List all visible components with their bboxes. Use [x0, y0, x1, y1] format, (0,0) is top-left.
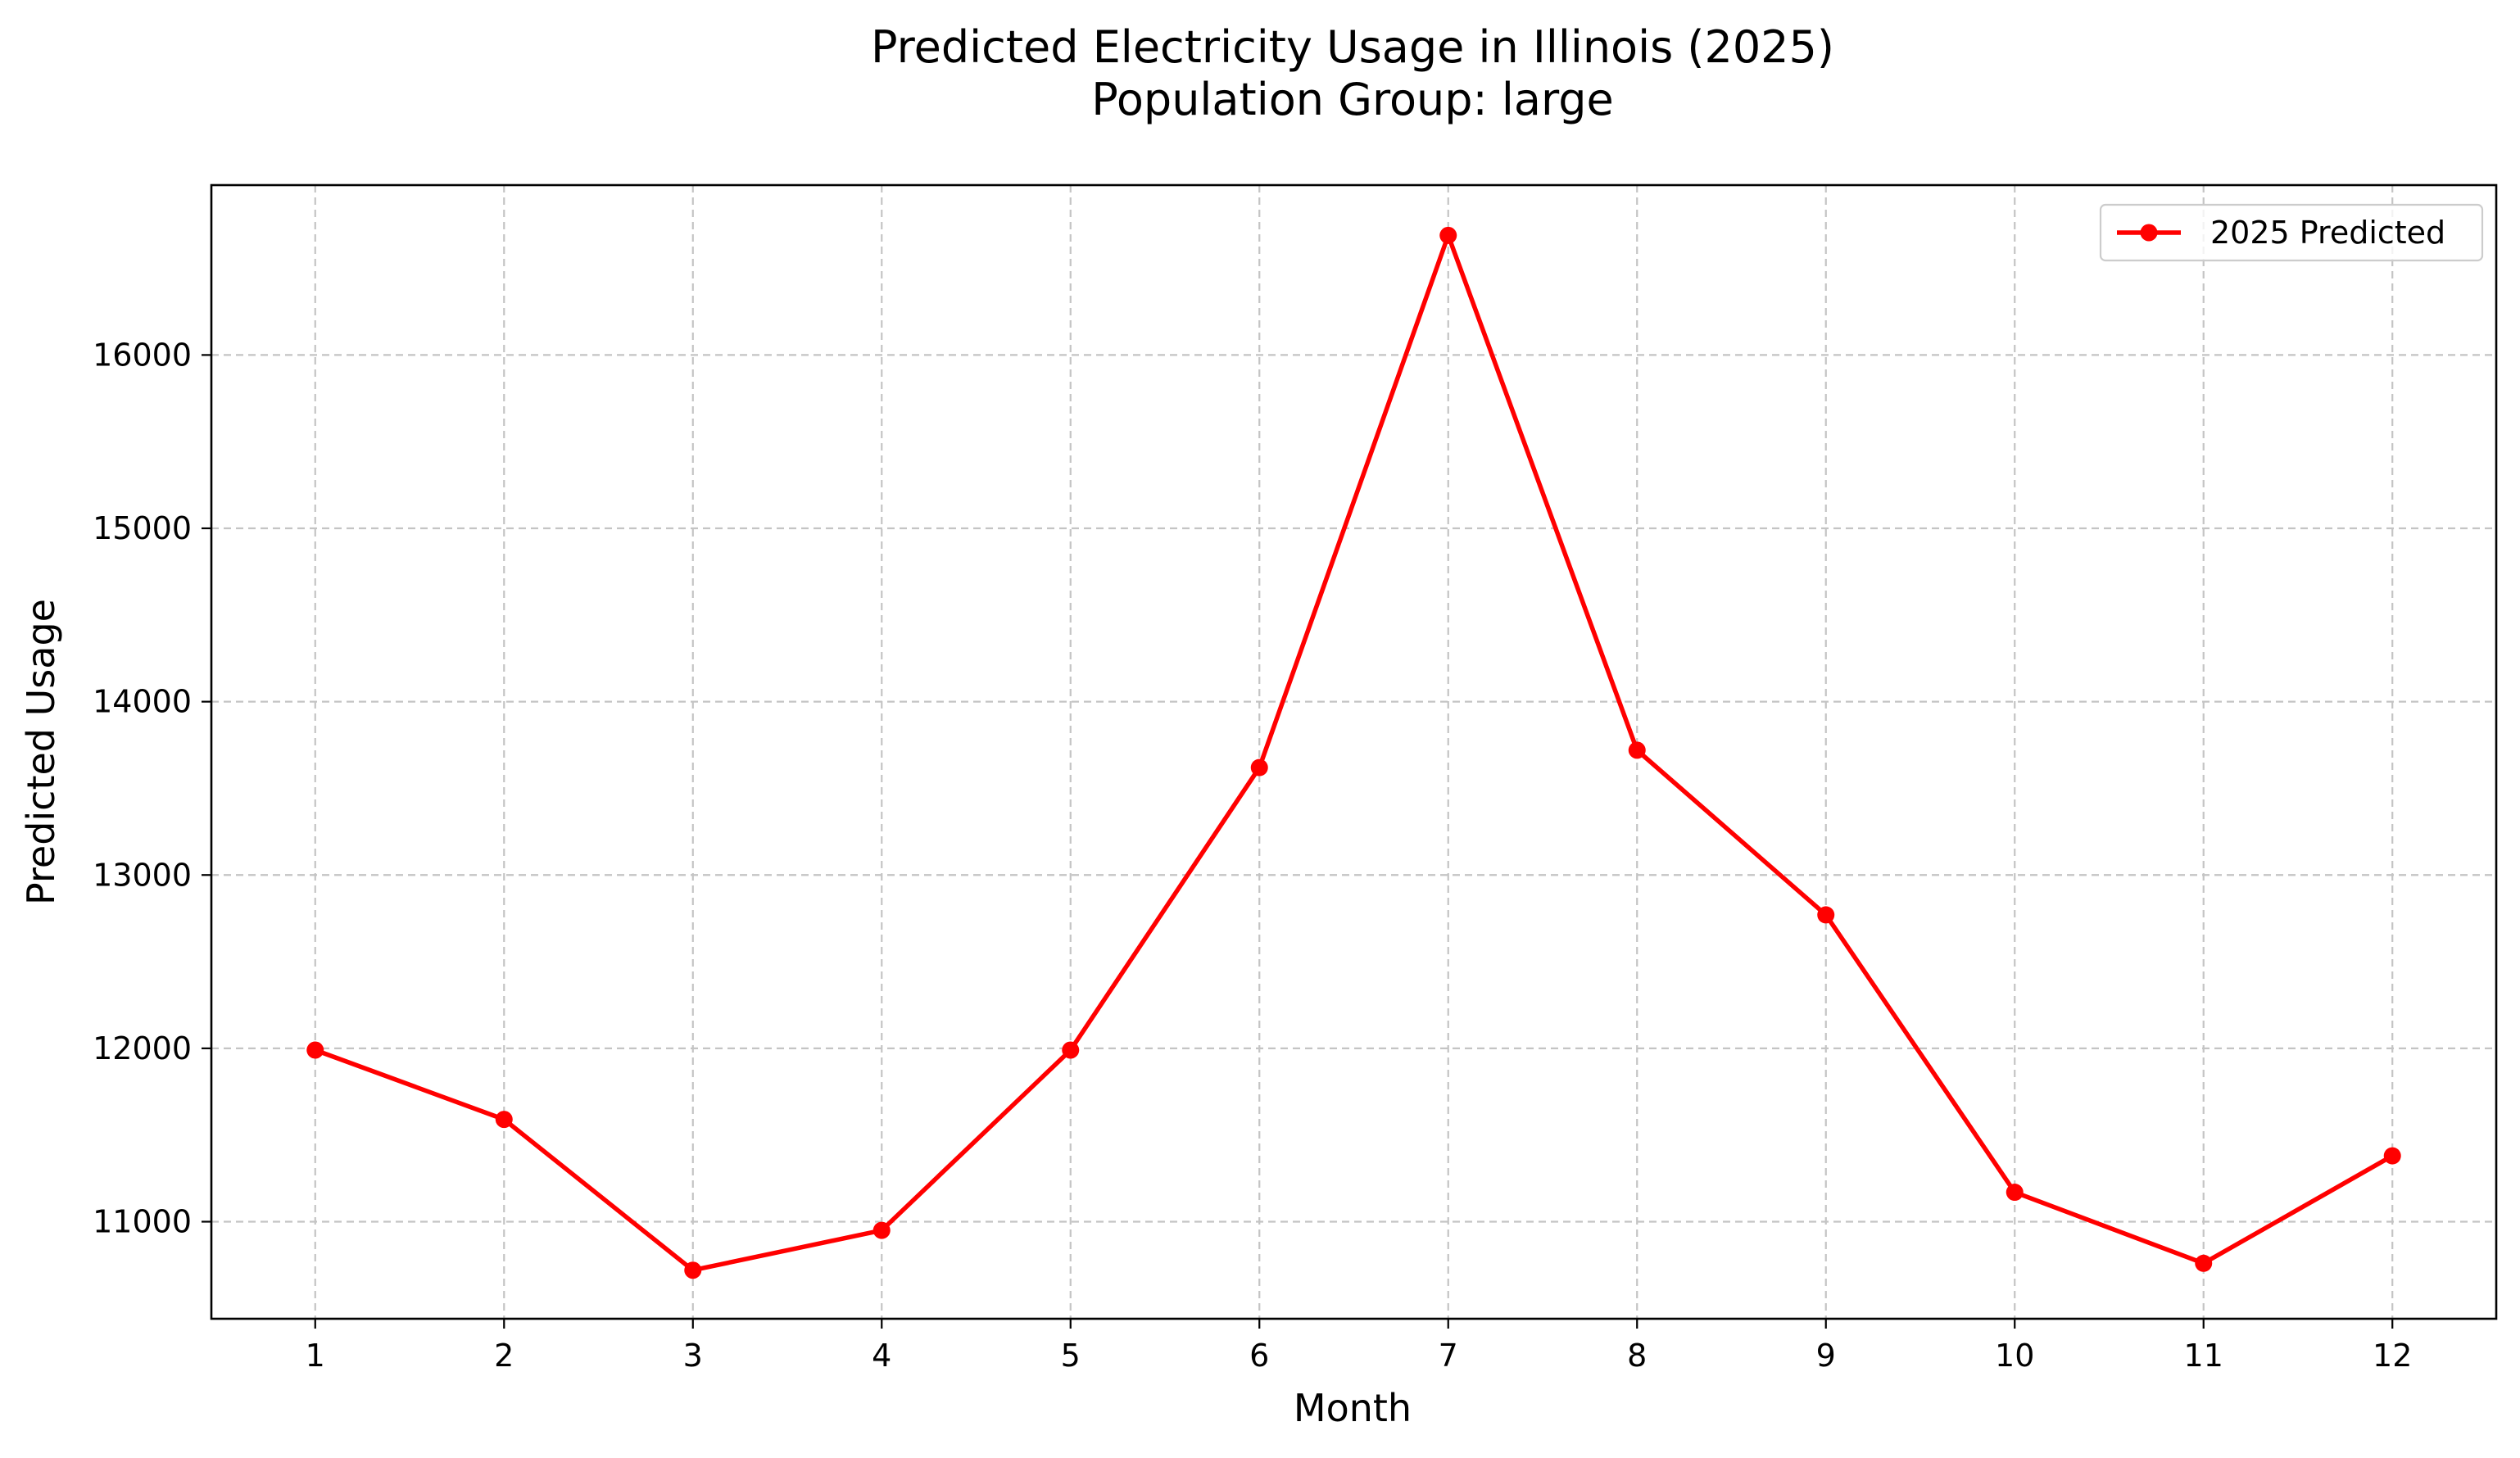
x-tick-label: 1: [306, 1338, 325, 1374]
data-point: [1628, 741, 1646, 759]
series-line: [313, 233, 2395, 1273]
x-tick-label: 12: [2373, 1338, 2412, 1374]
x-tick-label: 5: [1061, 1338, 1081, 1374]
legend: 2025 Predicted: [2099, 203, 2484, 262]
legend-box: [2099, 203, 2484, 262]
x-tick-label: 7: [1439, 1338, 1458, 1374]
x-tick-label: 8: [1627, 1338, 1647, 1374]
chart-subtitle: Population Group: large: [1091, 74, 1613, 125]
axis-ticks: 1 2 3 4 5 6 7 8 9 10 11 121100012000130001400015000…: [93, 337, 2412, 1374]
x-tick-label: 3: [683, 1338, 703, 1374]
chart-title: Predicted Electricity Usage in Illinois …: [871, 21, 1834, 73]
x-tick-label: 11: [2184, 1338, 2223, 1374]
x-axis-label: Month: [1294, 1386, 1412, 1430]
y-axis-label: Predicted Usage: [19, 599, 63, 905]
data-point: [1062, 1041, 1080, 1059]
data-point: [2195, 1254, 2213, 1272]
data-point: [1817, 906, 1835, 924]
grid-lines: [211, 185, 2496, 1319]
y-tick-label: 11000: [93, 1203, 192, 1239]
x-tick-label: 9: [1816, 1338, 1836, 1374]
y-tick-label: 16000: [93, 337, 192, 373]
x-tick-label: 2: [494, 1338, 514, 1374]
y-tick-label: 15000: [93, 510, 192, 546]
legend-swatch-marker: [2140, 224, 2158, 242]
data-series: [306, 226, 2401, 1279]
data-point: [2383, 1147, 2401, 1165]
y-tick-label: 14000: [93, 684, 192, 720]
data-point: [1250, 758, 1268, 777]
x-tick-label: 4: [872, 1338, 891, 1374]
y-tick-label: 12000: [93, 1030, 192, 1066]
data-point: [306, 1041, 324, 1059]
y-tick-label: 13000: [93, 857, 192, 893]
data-point: [684, 1261, 702, 1279]
data-point: [872, 1221, 891, 1239]
data-point: [495, 1111, 513, 1129]
legend-label: 2025 Predicted: [2210, 215, 2445, 251]
data-point: [2006, 1184, 2024, 1202]
plot-area-frame: [210, 183, 2498, 1320]
x-tick-label: 10: [1995, 1338, 2034, 1374]
data-point: [1439, 226, 1457, 244]
x-tick-label: 6: [1249, 1338, 1269, 1374]
